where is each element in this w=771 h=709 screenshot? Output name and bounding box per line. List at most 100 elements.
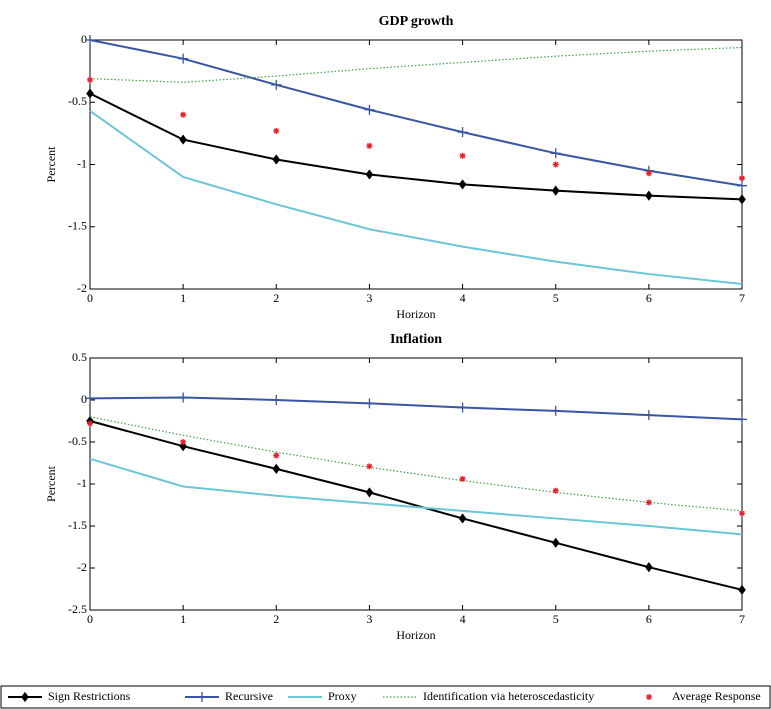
series-line: [89, 110, 743, 286]
point-marker: [552, 487, 559, 494]
point-marker: [366, 142, 373, 149]
point-marker: [645, 190, 653, 201]
point-marker: [550, 148, 561, 159]
x-tick-label: 0: [87, 291, 93, 305]
point-marker: [645, 562, 653, 573]
point-marker: [178, 53, 189, 64]
series-line: [89, 396, 743, 421]
point-marker: [271, 395, 282, 405]
point-marker: [457, 127, 468, 138]
x-tick-label: 3: [366, 291, 372, 305]
point-marker: [737, 414, 747, 425]
legend: [0, 685, 771, 709]
plot-area: [89, 39, 743, 290]
y-axis-label: Percent: [44, 465, 58, 502]
x-tick-label: 6: [646, 291, 652, 305]
plot-area: [89, 357, 743, 611]
point-marker: [551, 537, 560, 548]
point-marker: [273, 452, 280, 459]
x-tick-label: 5: [553, 612, 559, 626]
point-marker: [272, 154, 281, 165]
x-axis-label: Horizon: [396, 307, 435, 321]
x-tick-label: 4: [460, 291, 466, 305]
y-tick-label: -1.5: [68, 219, 87, 233]
y-tick-label: -2: [77, 281, 87, 295]
point-marker: [180, 111, 187, 118]
point-marker: [272, 463, 281, 474]
x-tick-label: 2: [273, 291, 279, 305]
point-marker: [459, 152, 466, 159]
series-line: [89, 416, 743, 512]
x-tick-label: 5: [553, 291, 559, 305]
legend-label: Recursive: [225, 689, 273, 703]
x-tick-label: 1: [180, 612, 186, 626]
legend-label: Proxy: [328, 689, 357, 703]
point-marker: [85, 393, 95, 404]
point-marker: [273, 127, 280, 134]
x-tick-label: 1: [180, 291, 186, 305]
series-line: [89, 46, 743, 83]
chart-title: GDP growth: [379, 14, 454, 29]
point-marker: [643, 410, 654, 421]
legend-marker: [646, 694, 652, 700]
point-marker: [551, 185, 560, 196]
point-marker: [271, 79, 282, 90]
point-marker: [459, 475, 466, 482]
y-tick-label: -1.5: [68, 518, 87, 532]
x-tick-label: 4: [460, 612, 466, 626]
series-line: [89, 457, 743, 536]
point-marker: [366, 463, 373, 470]
y-tick-label: -2: [77, 560, 87, 574]
point-marker: [364, 398, 375, 409]
point-marker: [645, 170, 652, 177]
y-tick-label: 0.5: [72, 350, 87, 364]
point-marker: [739, 510, 745, 517]
x-tick-label: 2: [273, 612, 279, 626]
x-tick-label: 7: [739, 291, 745, 305]
point-marker: [86, 88, 94, 99]
point-marker: [364, 104, 375, 115]
point-marker: [739, 175, 745, 182]
legend-label: Identification via heteroscedasticity: [423, 689, 594, 703]
point-marker: [87, 420, 93, 427]
point-marker: [178, 392, 189, 403]
legend-marker: [197, 692, 207, 702]
x-tick-label: 6: [646, 612, 652, 626]
point-marker: [738, 194, 746, 205]
x-axis-label: Horizon: [396, 628, 435, 642]
series-line: [89, 420, 743, 591]
point-marker: [738, 584, 746, 595]
point-marker: [552, 161, 559, 168]
legend-marker: [21, 691, 29, 703]
point-marker: [87, 76, 93, 83]
y-tick-label: -2.5: [68, 602, 87, 616]
y-axis-label: Percent: [44, 146, 58, 183]
y-tick-label: -1: [77, 156, 87, 170]
point-marker: [365, 169, 374, 180]
point-marker: [737, 180, 747, 191]
x-tick-label: 0: [87, 612, 93, 626]
x-tick-label: 3: [366, 612, 372, 626]
x-tick-label: 7: [739, 612, 745, 626]
y-tick-label: 0: [81, 32, 87, 46]
series-line: [89, 92, 743, 201]
y-tick-label: -1: [77, 476, 87, 490]
point-marker: [85, 35, 95, 45]
chart-title: Inflation: [390, 332, 442, 347]
point-marker: [365, 487, 374, 498]
y-tick-label: -0.5: [68, 94, 87, 108]
point-marker: [457, 402, 468, 413]
series-line: [89, 39, 743, 187]
y-tick-label: -0.5: [68, 434, 87, 448]
y-tick-label: 0: [81, 392, 87, 406]
point-marker: [550, 405, 561, 416]
point-marker: [458, 179, 467, 190]
legend-label: Sign Restrictions: [48, 689, 131, 703]
point-marker: [645, 499, 652, 506]
point-marker: [180, 439, 187, 445]
legend-label: Average Response: [672, 689, 761, 703]
point-marker: [458, 513, 467, 524]
point-marker: [179, 134, 187, 145]
